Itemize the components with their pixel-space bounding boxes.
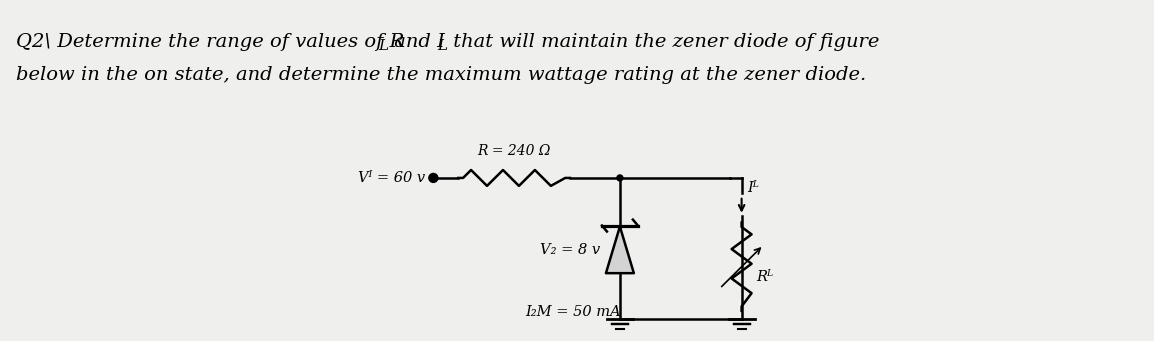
Text: R = 240 Ω: R = 240 Ω: [478, 144, 550, 158]
Circle shape: [617, 175, 623, 181]
Text: I₂M = 50 mA: I₂M = 50 mA: [525, 305, 621, 319]
Text: L: L: [379, 39, 389, 53]
Text: Iᴸ: Iᴸ: [748, 181, 759, 195]
Text: and I: and I: [389, 33, 445, 51]
Text: that will maintain the zener diode of figure: that will maintain the zener diode of fi…: [448, 33, 879, 51]
Text: Rᴸ: Rᴸ: [757, 270, 773, 284]
Text: Q2\ Determine the range of values of R: Q2\ Determine the range of values of R: [16, 33, 405, 51]
Text: Vᴵ = 60 v: Vᴵ = 60 v: [358, 171, 426, 185]
Polygon shape: [606, 226, 634, 273]
Text: V₂ = 8 v: V₂ = 8 v: [540, 243, 600, 257]
Text: L: L: [437, 39, 448, 53]
Text: below in the on state, and determine the maximum wattage rating at the zener dio: below in the on state, and determine the…: [16, 66, 867, 84]
Circle shape: [429, 174, 437, 182]
